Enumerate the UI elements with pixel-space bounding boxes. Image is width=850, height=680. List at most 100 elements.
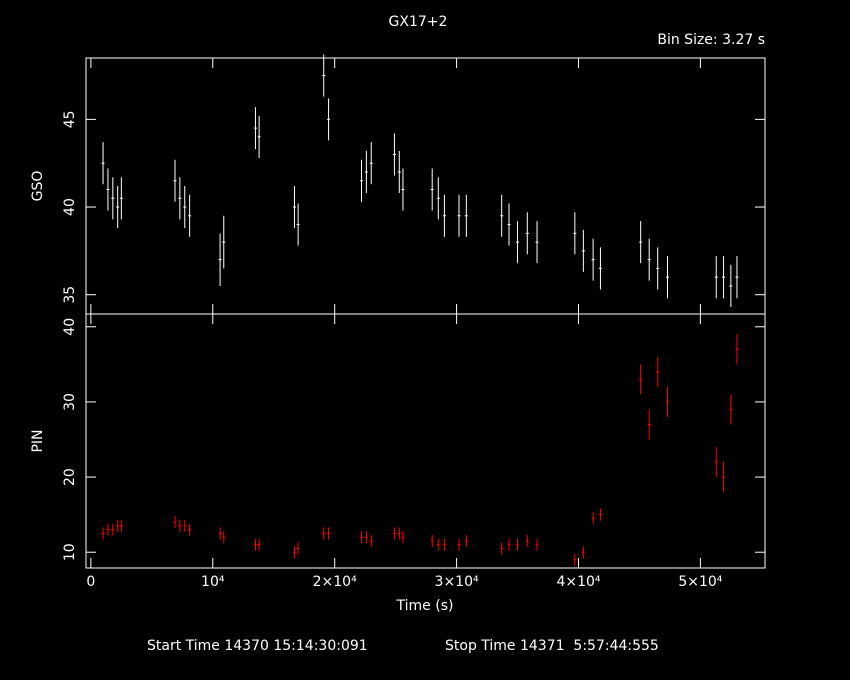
x-tick-label: 3×10⁴ xyxy=(435,574,479,590)
chart-title: GX17+2 xyxy=(389,14,448,30)
error-bar xyxy=(119,519,123,532)
error-bar xyxy=(591,238,595,281)
error-bar xyxy=(525,534,529,547)
error-bar xyxy=(665,386,669,417)
error-bar xyxy=(639,221,643,264)
y-tick-label: 35 xyxy=(62,286,78,304)
error-bar xyxy=(647,409,651,440)
error-bar xyxy=(573,553,577,566)
error-bar xyxy=(392,527,396,540)
error-bar xyxy=(729,264,733,307)
error-bar xyxy=(253,107,257,150)
error-bar xyxy=(322,527,326,540)
error-bar xyxy=(106,523,110,536)
error-bar xyxy=(106,168,110,211)
error-bar xyxy=(218,233,222,286)
error-bar xyxy=(639,364,643,395)
error-bar xyxy=(735,256,739,299)
error-bar xyxy=(722,256,726,299)
error-bar xyxy=(257,115,261,158)
error-bar xyxy=(111,523,115,536)
y-tick-label: 20 xyxy=(62,468,78,486)
error-bar xyxy=(500,194,504,237)
error-bar xyxy=(573,212,577,255)
error-bar xyxy=(535,221,539,264)
error-bar xyxy=(457,538,461,551)
error-bar xyxy=(598,247,602,290)
y-axis-label: GSO xyxy=(30,171,46,202)
error-bar xyxy=(327,98,331,141)
error-bar xyxy=(296,542,300,555)
error-bar xyxy=(101,527,105,540)
error-bar xyxy=(178,519,182,532)
error-bar xyxy=(442,538,446,551)
error-bar xyxy=(436,177,440,220)
error-bar xyxy=(292,546,296,559)
error-bar xyxy=(173,159,177,202)
error-bar xyxy=(397,150,401,194)
error-bar xyxy=(116,186,120,229)
error-bar xyxy=(591,512,595,525)
error-bar xyxy=(257,538,261,551)
error-bar xyxy=(322,54,326,97)
error-bar xyxy=(253,538,257,551)
error-bar xyxy=(647,238,651,281)
error-bar xyxy=(581,229,585,272)
error-bar xyxy=(656,247,660,290)
error-bar xyxy=(714,256,718,299)
error-bar xyxy=(222,531,226,544)
error-bar xyxy=(188,194,192,237)
error-bar xyxy=(392,133,396,176)
error-bar xyxy=(364,150,368,194)
bin-size: Bin Size: 3.27 s xyxy=(657,32,765,48)
error-bar xyxy=(442,194,446,237)
error-bar xyxy=(598,508,602,521)
y-tick-label: 40 xyxy=(62,318,78,336)
error-bar xyxy=(296,203,300,246)
error-bar xyxy=(173,516,177,529)
error-bar xyxy=(327,527,331,540)
error-bar xyxy=(581,546,585,559)
x-tick-label: 5×10⁴ xyxy=(678,574,722,590)
plot-frame xyxy=(85,57,766,569)
y-axis-label: PIN xyxy=(30,429,46,452)
error-bar xyxy=(188,523,192,536)
error-bar xyxy=(360,531,364,544)
error-bar xyxy=(397,527,401,540)
error-bar xyxy=(360,159,364,202)
x-axis-label: Time (s) xyxy=(396,598,454,614)
start-time: Start Time 14370 15:14:30:091 xyxy=(147,638,368,654)
error-bar xyxy=(714,447,718,478)
error-bar xyxy=(722,462,726,493)
error-bar xyxy=(516,538,520,551)
x-tick-label: 2×10⁴ xyxy=(313,574,357,590)
error-bar xyxy=(116,519,120,532)
error-bar xyxy=(183,186,187,229)
y-tick-label: 40 xyxy=(62,198,78,216)
error-bar xyxy=(464,534,468,547)
error-bar xyxy=(430,534,434,547)
error-bar xyxy=(729,394,733,425)
x-tick-label: 10⁴ xyxy=(201,574,225,590)
error-bar xyxy=(665,256,669,299)
error-bar xyxy=(535,538,539,551)
error-bar xyxy=(364,531,368,544)
error-bar xyxy=(401,531,405,544)
error-bar xyxy=(292,186,296,229)
error-bar xyxy=(464,194,468,237)
x-tick-label: 0 xyxy=(86,574,95,590)
error-bar xyxy=(430,168,434,211)
error-bar xyxy=(218,527,222,540)
error-bar xyxy=(516,221,520,264)
error-bar xyxy=(119,177,123,220)
error-bar xyxy=(111,177,115,220)
error-bar xyxy=(500,542,504,555)
y-tick-label: 45 xyxy=(62,110,78,128)
error-bar xyxy=(183,519,187,532)
error-bar xyxy=(222,215,226,269)
error-bar xyxy=(525,212,529,255)
error-bar xyxy=(401,168,405,211)
error-bar xyxy=(178,177,182,220)
stop-time: Stop Time 14371 5:57:44:555 xyxy=(445,638,659,654)
